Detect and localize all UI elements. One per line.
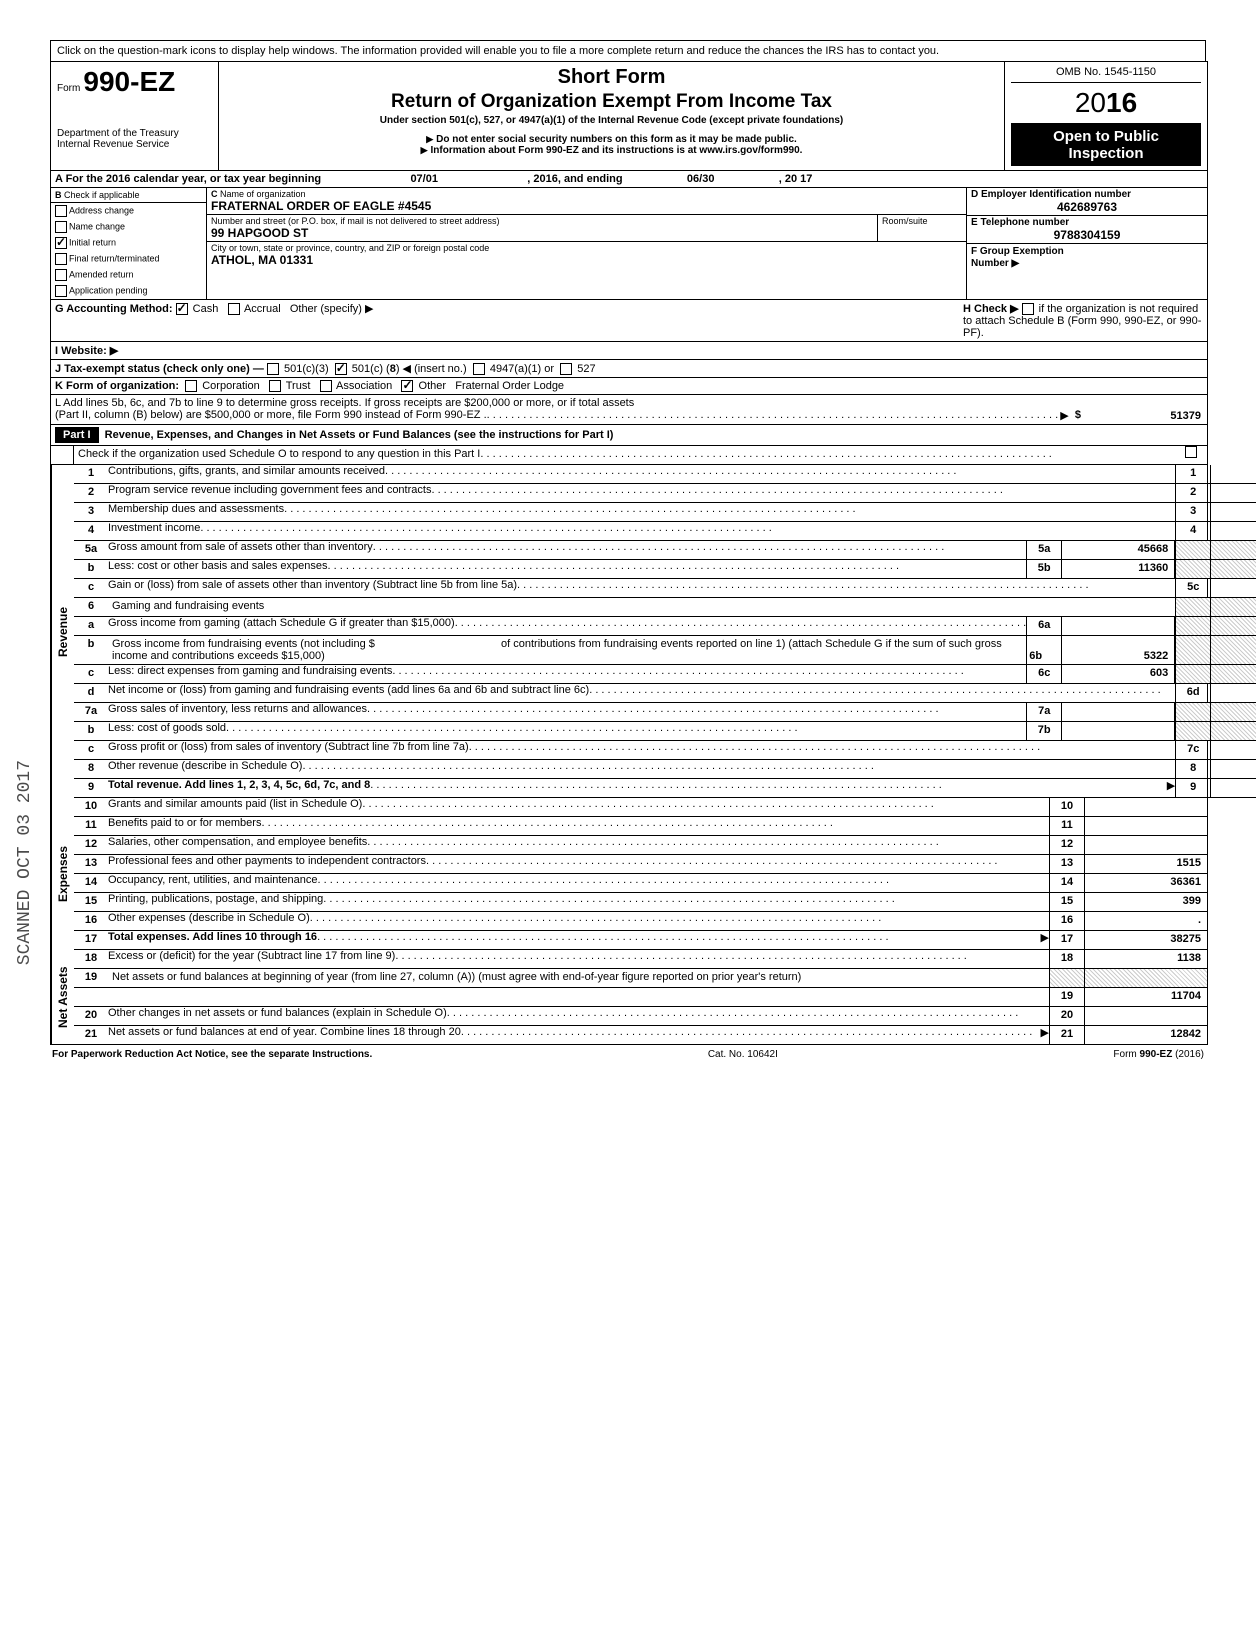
line-6a: a Gross income from gaming (attach Sched…: [74, 617, 1256, 636]
checkbox-4947[interactable]: [473, 363, 485, 375]
line-20: 20Other changes in net assets or fund ba…: [74, 1007, 1207, 1026]
phone: 9788304159: [971, 228, 1203, 242]
line-3: 3 Membership dues and assessments 3 389: [74, 503, 1256, 522]
checkbox-final-return[interactable]: [55, 253, 67, 265]
room-suite-label: Room/suite: [878, 215, 966, 241]
row-a: A For the 2016 calendar year, or tax yea…: [51, 171, 1207, 188]
checkbox-schedule-b[interactable]: [1022, 303, 1034, 315]
form-number: 990-EZ: [83, 66, 175, 97]
right-header: OMB No. 1545-1150 2016 Open to Public In…: [1005, 62, 1207, 170]
row-l: L Add lines 5b, 6c, and 7b to line 9 to …: [51, 395, 1207, 425]
short-form-title: Short Form: [227, 66, 996, 89]
title-cell: Short Form Return of Organization Exempt…: [219, 62, 1005, 170]
line-11: 11Benefits paid to or for members11: [74, 817, 1207, 836]
checkbox-address-change[interactable]: [55, 205, 67, 217]
dept-label: Department of the Treasury: [57, 128, 212, 139]
subtitle: Under section 501(c), 527, or 4947(a)(1)…: [227, 115, 996, 126]
line-4: 4 Investment income 4: [74, 522, 1256, 541]
line-7c: c Gross profit or (loss) from sales of i…: [74, 741, 1256, 760]
org-name: FRATERNAL ORDER OF EAGLE #4545: [211, 199, 962, 213]
checkbox-name-change[interactable]: [55, 221, 67, 233]
line-12: 12Salaries, other compensation, and empl…: [74, 836, 1207, 855]
tax-year: 2016: [1011, 83, 1201, 124]
line-18: 18Excess or (deficit) for the year (Subt…: [74, 950, 1207, 969]
tax-year-end: 06/30: [626, 173, 776, 185]
checkbox-trust[interactable]: [269, 380, 281, 392]
tax-year-begin: 07/01: [324, 173, 524, 185]
open-to-public: Open to Public Inspection: [1011, 124, 1201, 166]
line-5a: 5a Gross amount from sale of assets othe…: [74, 541, 1256, 560]
line-19b: 1911704: [74, 988, 1207, 1007]
line-17: 17Total expenses. Add lines 10 through 1…: [74, 931, 1207, 950]
checkbox-other-org[interactable]: [401, 380, 413, 392]
ein: 462689763: [971, 200, 1203, 214]
part1-check-text: Check if the organization used Schedule …: [78, 448, 480, 462]
omb-number: OMB No. 1545-1150: [1011, 66, 1201, 83]
checkbox-501c3[interactable]: [267, 363, 279, 375]
form-prefix: Form: [57, 83, 80, 94]
part1-header: Part I Revenue, Expenses, and Changes in…: [51, 425, 1207, 446]
line-2: 2 Program service revenue including gove…: [74, 484, 1256, 503]
section-b: B Check if applicable Address change Nam…: [51, 188, 207, 299]
checkbox-cash[interactable]: [176, 303, 188, 315]
line-5b: b Less: cost or other basis and sales ex…: [74, 560, 1256, 579]
side-revenue: Revenue: [51, 465, 74, 798]
form-number-cell: Form 990-EZ Department of the Treasury I…: [51, 62, 219, 170]
line-6b: b Gross income from fundraising events (…: [74, 636, 1256, 665]
irs-label: Internal Revenue Service: [57, 139, 212, 150]
line-1: 1 Contributions, gifts, grants, and simi…: [74, 465, 1256, 484]
info-note: Information about Form 990-EZ and its in…: [227, 145, 996, 156]
line-16: 16Other expenses (describe in Schedule O…: [74, 912, 1207, 931]
line-6c: c Less: direct expenses from gaming and …: [74, 665, 1256, 684]
row-k: K Form of organization: Corporation Trus…: [51, 378, 1207, 395]
line-10: 10Grants and similar amounts paid (list …: [74, 798, 1207, 817]
section-c: C Name of organization FRATERNAL ORDER O…: [207, 188, 967, 299]
checkbox-corporation[interactable]: [185, 380, 197, 392]
line-8: 8 Other revenue (describe in Schedule O)…: [74, 760, 1256, 779]
checkbox-accrual[interactable]: [228, 303, 240, 315]
row-i: I Website: ▶: [51, 342, 967, 359]
line-6d: d Net income or (loss) from gaming and f…: [74, 684, 1256, 703]
checkbox-association[interactable]: [320, 380, 332, 392]
line-15: 15Printing, publications, postage, and s…: [74, 893, 1207, 912]
side-expenses: Expenses: [51, 798, 74, 950]
section-def: D Employer Identification number 4626897…: [967, 188, 1207, 299]
checkbox-501c[interactable]: [335, 363, 347, 375]
org-city: ATHOL, MA 01331: [211, 253, 962, 267]
checkbox-schedule-o-part1[interactable]: [1185, 446, 1197, 458]
row-h: H Check ▶ if the organization is not req…: [959, 300, 1207, 341]
checkbox-amended[interactable]: [55, 269, 67, 281]
line-19: 19 Net assets or fund balances at beginn…: [74, 969, 1207, 988]
gross-receipts: 51379: [1085, 395, 1207, 424]
line-7a: 7a Gross sales of inventory, less return…: [74, 703, 1256, 722]
checkbox-527[interactable]: [560, 363, 572, 375]
footer: For Paperwork Reduction Act Notice, see …: [50, 1045, 1206, 1064]
line-13: 13Professional fees and other payments t…: [74, 855, 1207, 874]
checkbox-application-pending[interactable]: [55, 285, 67, 297]
form-990ez: Form 990-EZ Department of the Treasury I…: [50, 61, 1208, 1045]
scanned-stamp: SCANNED OCT 03 2017: [15, 760, 35, 965]
help-text: Click on the question-mark icons to disp…: [50, 40, 1206, 61]
row-g: G Accounting Method: Cash Accrual Other …: [51, 300, 959, 341]
line-5c: c Gain or (loss) from sale of assets oth…: [74, 579, 1256, 598]
checkbox-initial-return[interactable]: [55, 237, 67, 249]
line-21: 21Net assets or fund balances at end of …: [74, 1026, 1207, 1044]
line-7b: b Less: cost of goods sold 7b: [74, 722, 1256, 741]
row-j: J Tax-exempt status (check only one) — 5…: [51, 360, 1207, 378]
ssn-note: Do not enter social security numbers on …: [227, 134, 996, 145]
line-6: 6 Gaming and fundraising events: [74, 598, 1256, 617]
side-net-assets: Net Assets: [51, 950, 74, 1044]
main-title: Return of Organization Exempt From Incom…: [227, 91, 996, 113]
line-9: 9 Total revenue. Add lines 1, 2, 3, 4, 5…: [74, 779, 1256, 798]
org-street: 99 HAPGOOD ST: [211, 226, 873, 240]
other-org-type: Fraternal Order Lodge: [455, 380, 564, 392]
line-14: 14Occupancy, rent, utilities, and mainte…: [74, 874, 1207, 893]
